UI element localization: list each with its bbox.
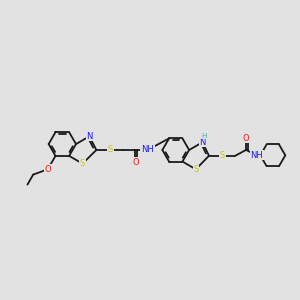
Text: S: S [80, 159, 85, 168]
Text: H: H [201, 133, 206, 139]
Text: O: O [44, 165, 51, 174]
Text: S: S [108, 146, 113, 154]
Text: NH: NH [141, 146, 154, 154]
Text: S: S [193, 165, 199, 174]
Text: N: N [86, 132, 93, 141]
Text: O: O [243, 134, 249, 143]
Text: NH: NH [250, 151, 263, 160]
Text: N: N [199, 138, 206, 147]
Text: O: O [132, 158, 139, 167]
Text: S: S [220, 151, 225, 160]
